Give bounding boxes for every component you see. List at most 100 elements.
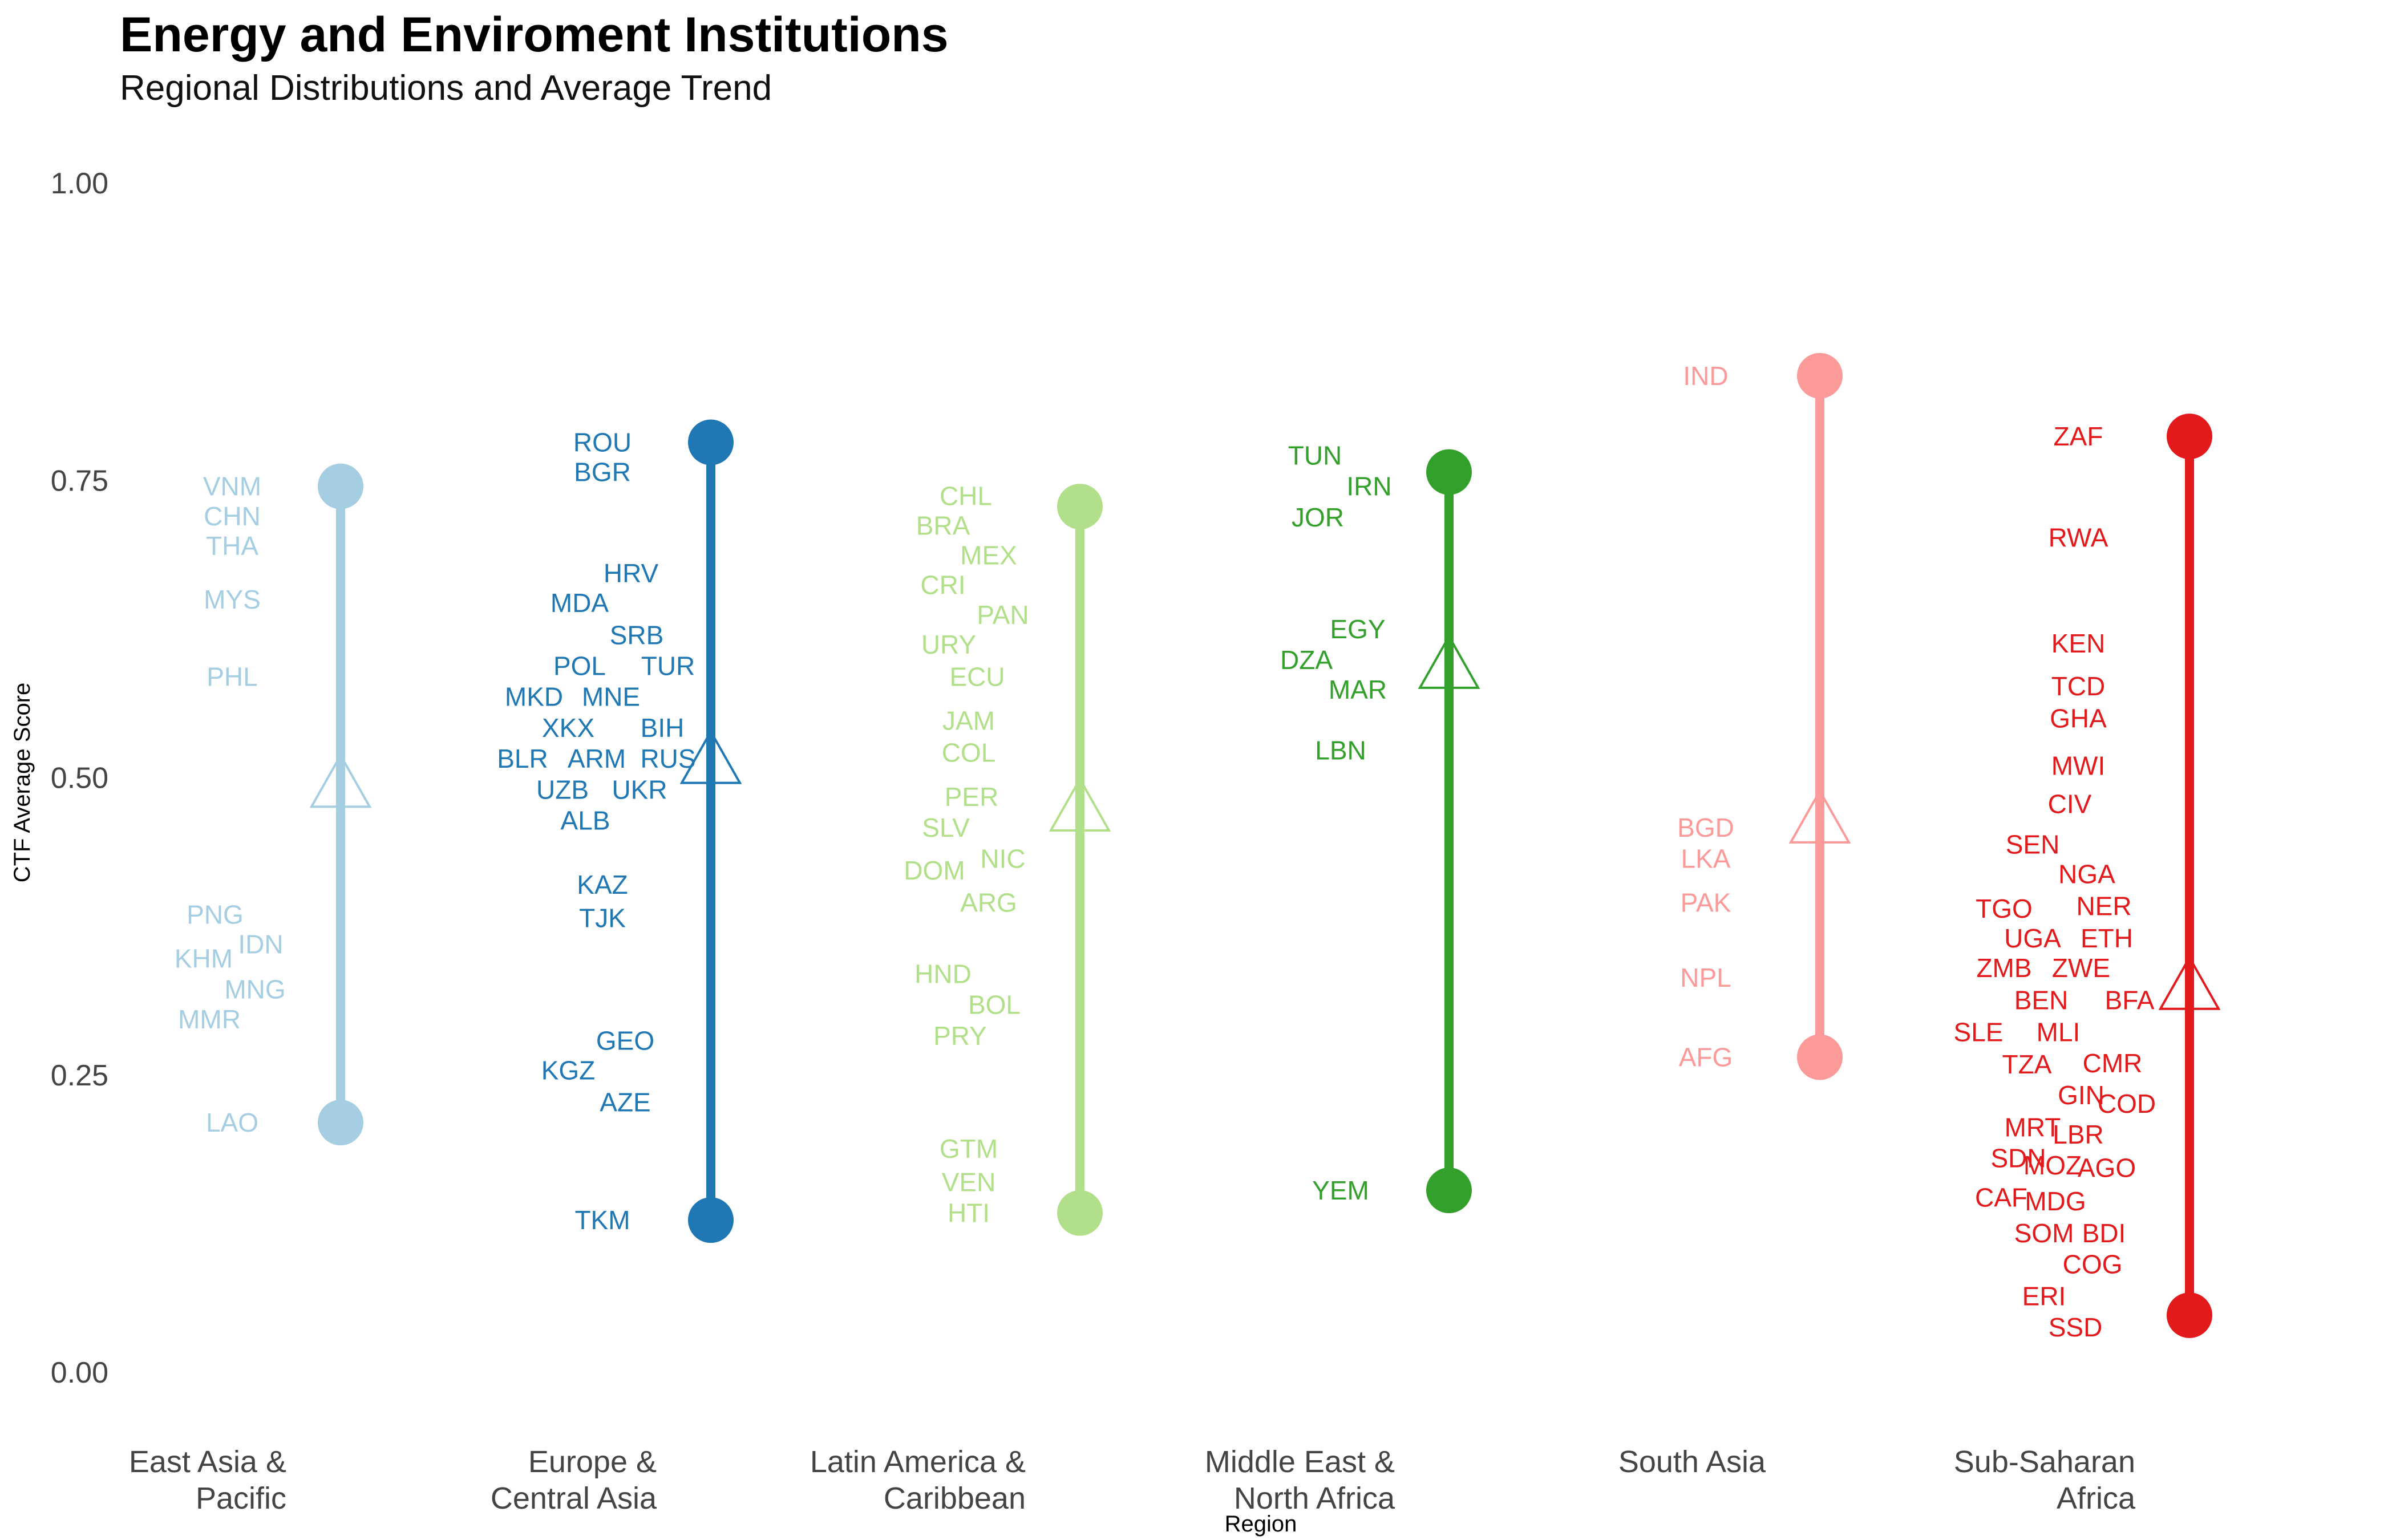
country-label: KGZ: [541, 1055, 596, 1085]
country-label: CRI: [920, 570, 965, 600]
y-tick-label: 0.50: [51, 762, 108, 795]
country-label: VEN: [942, 1167, 996, 1197]
country-label: BEN: [2014, 985, 2069, 1015]
min-point: [688, 1197, 734, 1243]
country-label: PER: [945, 782, 999, 812]
x-category-label: Sub-Saharan: [1954, 1445, 2135, 1479]
country-label: SDN: [1990, 1144, 2046, 1173]
y-axis-ticks: 0.00 0.25 0.50 0.75 1.00: [51, 167, 108, 1389]
country-label: PAN: [977, 600, 1029, 630]
country-label: AFG: [1679, 1042, 1733, 1072]
country-label: GEO: [596, 1026, 654, 1055]
country-label: SSD: [2049, 1312, 2103, 1342]
country-label: SLE: [1954, 1018, 2004, 1047]
country-label: CMR: [2083, 1048, 2143, 1078]
country-label: COL: [942, 738, 996, 768]
max-point: [1057, 484, 1103, 530]
country-label: PNG: [187, 899, 244, 929]
country-label: SLV: [922, 813, 970, 842]
country-label: BDI: [2082, 1218, 2126, 1248]
country-label: SOM: [2014, 1218, 2074, 1248]
country-label: ECU: [949, 662, 1005, 691]
country-label: TCD: [2051, 671, 2106, 701]
x-axis-title: Region: [1225, 1511, 1297, 1537]
country-label: MOZ: [2023, 1150, 2082, 1180]
country-label: COG: [2063, 1249, 2123, 1279]
country-label: MMR: [178, 1004, 241, 1034]
x-category-label: Central Asia: [491, 1481, 657, 1515]
country-label: NPL: [1680, 963, 1731, 992]
min-point: [2167, 1292, 2212, 1338]
country-label: LBR: [2053, 1120, 2103, 1149]
country-label: GIN: [2058, 1080, 2104, 1110]
mean-marker: [2158, 955, 2221, 1010]
country-label: TJK: [579, 903, 626, 933]
country-label: ALB: [561, 806, 610, 836]
country-label: NGA: [2058, 859, 2115, 889]
x-category-label: Europe &: [528, 1445, 657, 1479]
country-label: RWA: [2049, 522, 2108, 552]
x-category-label: South Asia: [1618, 1445, 1766, 1479]
min-point: [1797, 1034, 1843, 1080]
country-label: LKA: [1681, 844, 1731, 873]
country-label: ZWE: [2052, 953, 2110, 983]
x-category-label: Pacific: [196, 1481, 286, 1515]
x-axis-categories: East Asia &Pacific Europe &Central Asia La…: [129, 1445, 2136, 1515]
country-label: JOR: [1292, 502, 1344, 532]
country-label: IDN: [238, 929, 283, 959]
country-label: CHN: [204, 501, 261, 531]
country-label: AZE: [600, 1088, 650, 1117]
x-category-label: Latin America &: [810, 1445, 1026, 1479]
country-label: MNE: [582, 682, 640, 712]
y-tick-label: 0.75: [51, 464, 108, 497]
country-label: ZAF: [2054, 422, 2103, 451]
country-label: DOM: [904, 856, 965, 885]
country-label: LBN: [1315, 736, 1366, 765]
country-label: MKD: [505, 682, 563, 712]
country-label: AGO: [2078, 1153, 2136, 1182]
country-label: UKR: [612, 775, 667, 804]
country-label: BRA: [916, 510, 970, 540]
y-axis-title: CTF Average Score: [10, 683, 35, 883]
country-label: TUR: [641, 651, 695, 681]
country-label: MRT: [2005, 1112, 2061, 1142]
min-point: [1057, 1190, 1103, 1236]
country-label: MDA: [551, 588, 609, 618]
country-label: TKM: [574, 1205, 630, 1235]
country-label: XKX: [542, 713, 594, 743]
country-label: BLR: [497, 744, 548, 773]
country-label: ARM: [568, 744, 626, 773]
country-label: KEN: [2051, 629, 2106, 658]
country-label: JAM: [942, 706, 995, 735]
country-label: MYS: [204, 585, 261, 614]
max-point: [318, 463, 363, 509]
mean-marker: [1418, 634, 1480, 689]
country-label: YEM: [1312, 1176, 1369, 1205]
country-label: RUS: [640, 744, 695, 773]
country-label: BFA: [2105, 985, 2155, 1015]
country-label: MWI: [2051, 751, 2106, 781]
country-label: CHL: [940, 481, 992, 510]
x-category-label: Africa: [2057, 1481, 2136, 1515]
country-label: HTI: [948, 1198, 990, 1228]
x-category-label: East Asia &: [129, 1445, 286, 1479]
min-point: [318, 1100, 363, 1146]
x-category-label: Middle East &: [1205, 1445, 1395, 1479]
country-label: UZB: [536, 775, 589, 804]
country-label: ERI: [2022, 1282, 2066, 1311]
country-label: THA: [206, 531, 258, 561]
country-label: URY: [921, 630, 976, 659]
mean-marker: [309, 753, 372, 808]
country-label: ETH: [2081, 923, 2133, 953]
country-label: GTM: [940, 1134, 998, 1164]
country-label: PAK: [1681, 887, 1731, 917]
country-label: UGA: [2004, 923, 2061, 953]
country-label: NER: [2076, 891, 2131, 921]
country-label: NIC: [980, 844, 1025, 873]
country-label: POL: [553, 651, 606, 681]
country-label: DZA: [1280, 645, 1333, 675]
country-label: BGD: [1677, 813, 1734, 842]
